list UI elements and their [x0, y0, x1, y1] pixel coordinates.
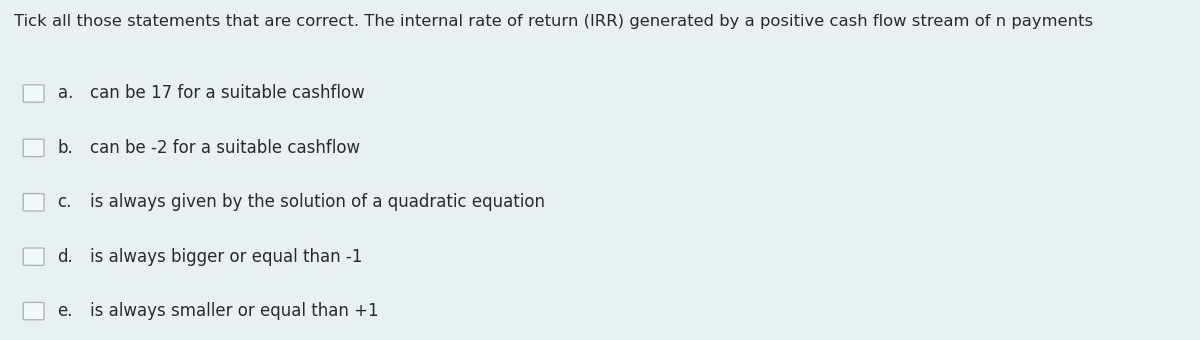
Text: d.: d. — [58, 248, 73, 266]
Text: b.: b. — [58, 139, 73, 157]
Text: can be -2 for a suitable cashflow: can be -2 for a suitable cashflow — [90, 139, 360, 157]
FancyBboxPatch shape — [23, 248, 44, 266]
Text: Tick all those statements that are correct. The internal rate of return (IRR) ge: Tick all those statements that are corre… — [14, 14, 1093, 29]
Text: can be 17 for a suitable cashflow: can be 17 for a suitable cashflow — [90, 85, 365, 102]
FancyBboxPatch shape — [23, 85, 44, 102]
Text: is always smaller or equal than +1: is always smaller or equal than +1 — [90, 302, 379, 320]
FancyBboxPatch shape — [23, 139, 44, 157]
FancyBboxPatch shape — [23, 193, 44, 211]
Text: c.: c. — [58, 193, 72, 211]
Text: a.: a. — [58, 85, 73, 102]
Text: is always bigger or equal than -1: is always bigger or equal than -1 — [90, 248, 362, 266]
Text: is always given by the solution of a quadratic equation: is always given by the solution of a qua… — [90, 193, 545, 211]
Text: e.: e. — [58, 302, 73, 320]
FancyBboxPatch shape — [23, 302, 44, 320]
